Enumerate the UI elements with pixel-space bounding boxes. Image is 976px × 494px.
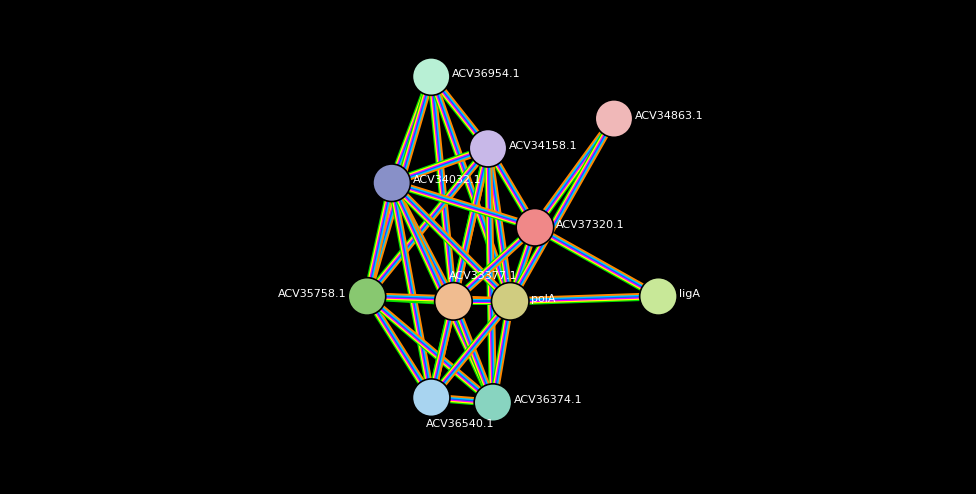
Text: ACV34032.1: ACV34032.1: [413, 175, 481, 185]
Circle shape: [492, 283, 529, 320]
Circle shape: [474, 384, 511, 421]
Circle shape: [469, 129, 507, 167]
Circle shape: [639, 278, 677, 315]
Text: ACV36374.1: ACV36374.1: [513, 395, 583, 405]
Text: ligA: ligA: [679, 289, 700, 299]
Circle shape: [373, 164, 411, 202]
Circle shape: [348, 278, 386, 315]
Text: ACV34863.1: ACV34863.1: [634, 111, 704, 121]
Text: ACV34158.1: ACV34158.1: [508, 141, 578, 151]
Text: ACV35758.1: ACV35758.1: [277, 289, 346, 299]
Text: polA: polA: [531, 294, 555, 304]
Text: ACV37320.1: ACV37320.1: [555, 220, 625, 230]
Circle shape: [413, 379, 450, 416]
Circle shape: [434, 283, 472, 320]
Text: ACV33377.1: ACV33377.1: [449, 271, 517, 281]
Text: ACV36540.1: ACV36540.1: [427, 419, 495, 429]
Circle shape: [595, 100, 632, 137]
Circle shape: [413, 58, 450, 95]
Circle shape: [516, 208, 553, 246]
Text: ACV36954.1: ACV36954.1: [452, 69, 520, 79]
